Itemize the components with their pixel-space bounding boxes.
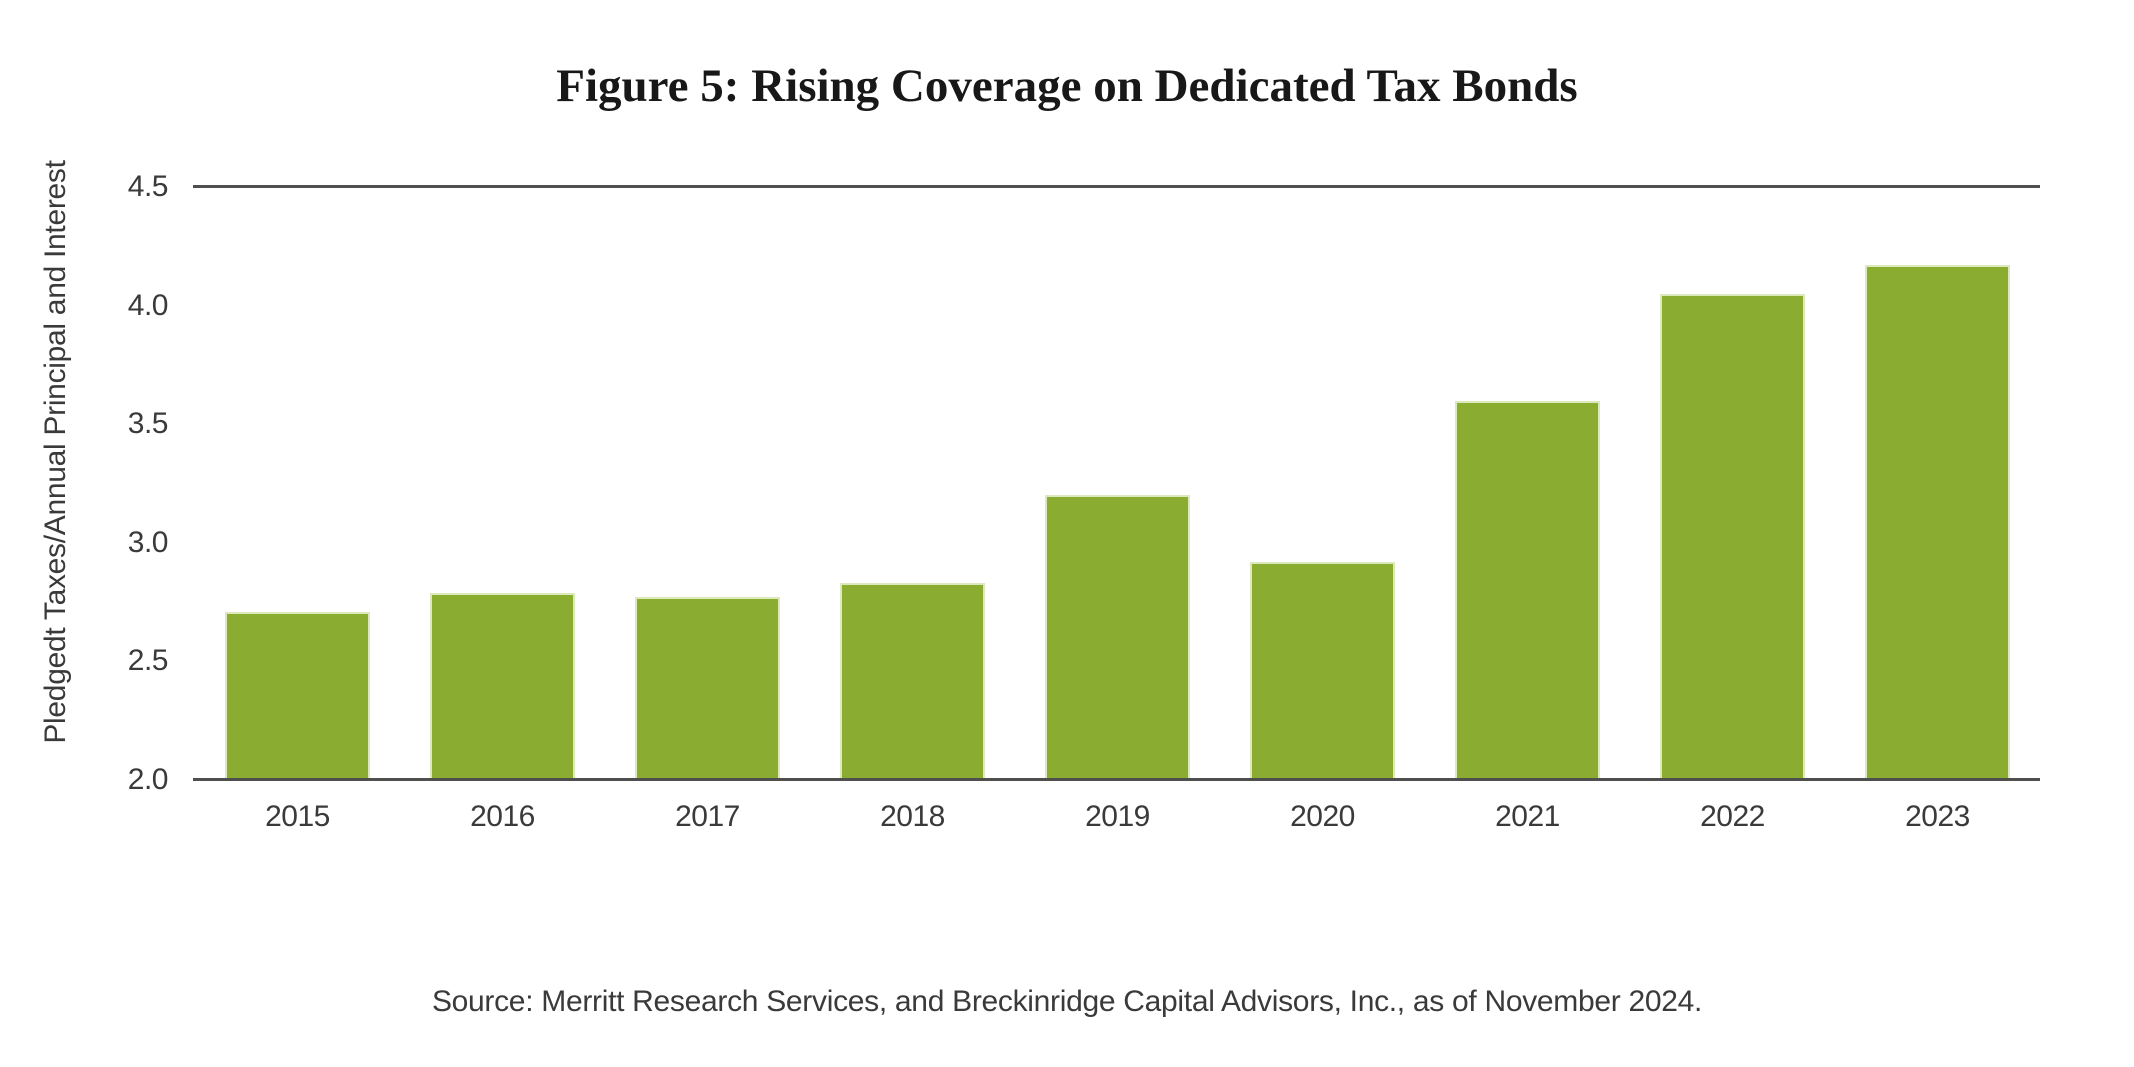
y-tick-label-2.5: 2.5	[127, 644, 169, 678]
bar-2017	[635, 597, 780, 780]
bar-2015	[225, 611, 370, 780]
x-tick-label-2015: 2015	[265, 800, 330, 833]
x-tick-label-2019: 2019	[1085, 800, 1150, 833]
x-tick-label-2017: 2017	[675, 800, 740, 833]
bar-2018	[840, 583, 985, 780]
y-tick-label-4.0: 4.0	[127, 288, 169, 322]
y-axis-title: Pledgedt Taxes/Annual Principal and Inte…	[39, 160, 72, 744]
x-tick-label-2018: 2018	[880, 800, 945, 833]
chart-title: Figure 5: Rising Coverage on Dedicated T…	[556, 60, 1578, 112]
bar-2023	[1865, 265, 2010, 780]
bar-2020	[1250, 561, 1395, 780]
x-tick-label-2016: 2016	[470, 800, 535, 833]
x-axis-line	[193, 778, 2040, 781]
x-tick-label-2022: 2022	[1700, 800, 1765, 833]
bar-2019	[1045, 495, 1190, 780]
x-tick-label-2021: 2021	[1495, 800, 1560, 833]
plot-area	[193, 185, 2040, 781]
y-tick-label-3.5: 3.5	[127, 407, 169, 441]
bar-2016	[430, 592, 575, 780]
x-axis-tick-labels: 2015 2016 2017 2018 2019 2020 2021 2022 2023	[193, 797, 2040, 841]
bar-2022	[1660, 293, 1805, 780]
bar-2021	[1455, 400, 1600, 780]
x-tick-label-2023: 2023	[1905, 800, 1970, 833]
y-tick-label-4.5: 4.5	[127, 170, 169, 203]
top-gridline	[193, 185, 2040, 188]
y-tick-label-3.0: 3.0	[127, 525, 169, 559]
y-tick-label-2.0: 2.0	[127, 763, 169, 796]
source-note: Source: Merritt Research Services, and B…	[431, 985, 1703, 1018]
x-tick-label-2020: 2020	[1290, 800, 1355, 833]
